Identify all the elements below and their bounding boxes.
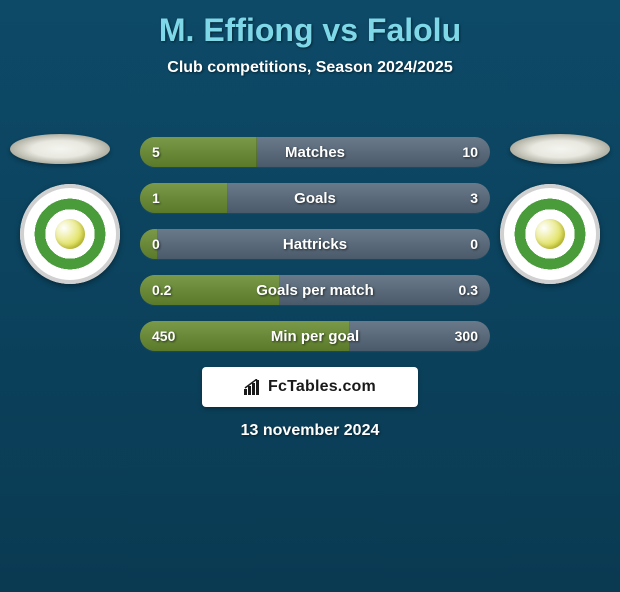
brand-text: FcTables.com	[268, 378, 376, 396]
bar-track	[140, 229, 490, 259]
bar-row-min-per-goal: 450 Min per goal 300	[140, 321, 490, 351]
bar-value-right: 0.3	[459, 275, 478, 305]
bar-row-matches: 5 Matches 10	[140, 137, 490, 167]
bar-row-hattricks: 0 Hattricks 0	[140, 229, 490, 259]
date-text: 13 november 2024	[0, 422, 620, 440]
bar-value-left: 1	[152, 183, 160, 213]
bar-value-right: 300	[455, 321, 478, 351]
brand-box: FcTables.com	[202, 367, 418, 407]
bar-value-left: 450	[152, 321, 175, 351]
country-flag-left	[10, 134, 110, 164]
bar-value-right: 0	[470, 229, 478, 259]
club-badge-left	[20, 184, 120, 284]
page-title: M. Effiong vs Falolu	[0, 12, 620, 49]
comparison-bars: 5 Matches 10 1 Goals 3 0 Hattricks 0 0.2…	[140, 137, 490, 367]
country-flag-right	[510, 134, 610, 164]
bar-row-goals: 1 Goals 3	[140, 183, 490, 213]
brand-chart-icon	[244, 379, 264, 395]
bar-value-right: 10	[462, 137, 478, 167]
bar-value-left: 0	[152, 229, 160, 259]
subtitle: Club competitions, Season 2024/2025	[0, 59, 620, 77]
bar-value-left: 0.2	[152, 275, 171, 305]
club-badge-right	[500, 184, 600, 284]
bar-row-goals-per-match: 0.2 Goals per match 0.3	[140, 275, 490, 305]
bar-value-right: 3	[470, 183, 478, 213]
bar-value-left: 5	[152, 137, 160, 167]
